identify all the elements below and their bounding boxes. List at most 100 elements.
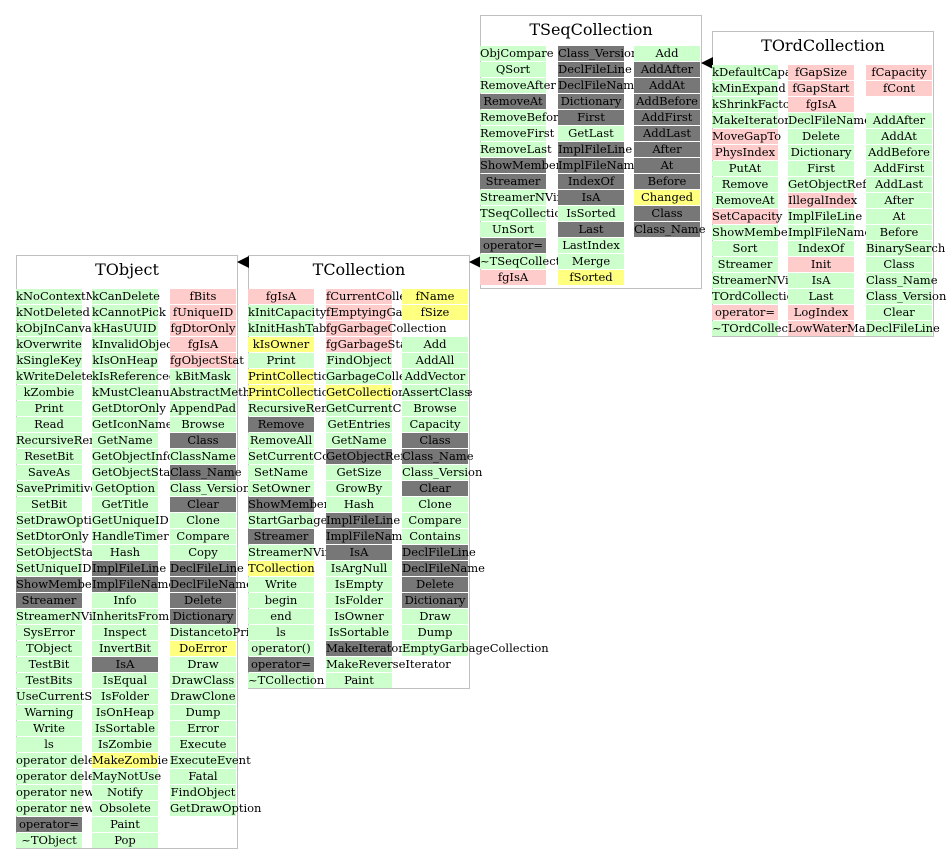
member-assertclass: AssertClass — [402, 385, 471, 400]
member-remove: Remove — [712, 177, 778, 192]
member-addafter: AddAfter — [634, 62, 700, 77]
member-drawclone: DrawClone — [170, 689, 236, 704]
member-physindex: PhysIndex — [712, 145, 778, 160]
member-makeiterator: MakeIterator — [326, 641, 404, 656]
member-inspect: Inspect — [92, 625, 158, 640]
member-maynotuse: MayNotUse — [92, 769, 162, 784]
member-abstractmethod: AbstractMethod — [170, 385, 265, 400]
member-tseqcollection: TSeqCollection — [480, 206, 569, 221]
member-implfileline: ImplFileLine — [558, 142, 633, 157]
member-removeat: RemoveAt — [712, 193, 778, 208]
member-makezombie: MakeZombie — [92, 753, 169, 768]
member-issortable: IsSortable — [326, 625, 392, 640]
member-kinvalidobject: kInvalidObject — [92, 337, 178, 352]
member-setowner: SetOwner — [248, 481, 314, 496]
member-at: At — [866, 209, 932, 224]
member-drawclass: DrawClass — [170, 673, 236, 688]
member-kbitmask: kBitMask — [170, 369, 236, 384]
member-spacer — [402, 321, 468, 336]
member-class-version: Class_Version — [402, 465, 483, 480]
member-setcapacity: SetCapacity — [712, 209, 783, 224]
inherits-arrow-icon — [469, 256, 481, 268]
member-implfilename: ImplFileName — [92, 577, 176, 592]
member-dump: Dump — [402, 625, 468, 640]
member-fname: fName — [402, 289, 468, 304]
member-operator-new: operator new — [16, 785, 95, 800]
member-fgisa: fgIsA — [788, 97, 854, 112]
member-class-version: Class_Version — [558, 46, 639, 61]
member-indexof: IndexOf — [558, 174, 624, 189]
member-streamernvirtual: StreamerNVirtual — [248, 545, 353, 560]
member-merge: Merge — [558, 254, 624, 269]
member--tordcollection: ~TOrdCollection — [712, 321, 811, 336]
member-showmembers: ShowMembers — [248, 497, 336, 512]
member-notify: Notify — [92, 785, 158, 800]
member-getobjectref: GetObjectRef — [326, 449, 405, 464]
member-startgarbagecollection: StartGarbageCollection — [248, 513, 386, 528]
member-write: Write — [248, 577, 314, 592]
member-getlast: GetLast — [558, 126, 624, 141]
member-distancetoprimitive: DistancetoPrimitive — [170, 625, 286, 640]
member-getoption: GetOption — [92, 481, 158, 496]
class-title: TSeqCollection — [529, 20, 653, 39]
member-fgisa: fgIsA — [480, 270, 546, 285]
member-isowner: IsOwner — [326, 609, 392, 624]
member-getdrawoption: GetDrawOption — [170, 801, 262, 816]
member-showmembers: ShowMembers — [16, 577, 104, 592]
member-class-name: Class_Name — [634, 222, 706, 237]
member-warning: Warning — [16, 705, 82, 720]
member-getcollectionentryname: GetCollectionEntryName — [326, 385, 473, 400]
member-kwritedelete: kWriteDelete — [16, 369, 93, 384]
member-tcollection: TCollection — [248, 561, 315, 576]
member-implfilename: ImplFileName — [788, 225, 872, 240]
member-kshrinkfactor: kShrinkFactor — [712, 97, 796, 112]
member-operator-: operator= — [480, 238, 546, 253]
member-removebefore: RemoveBefore — [480, 110, 566, 125]
member-dictionary: Dictionary — [788, 145, 854, 160]
member-hash: Hash — [326, 497, 392, 512]
member-first: First — [558, 110, 624, 125]
member-resetbit: ResetBit — [16, 449, 82, 464]
member-write: Write — [16, 721, 82, 736]
member-issortable: IsSortable — [92, 721, 158, 736]
member-saveprimitive: SavePrimitive — [16, 481, 98, 496]
member-dictionary: Dictionary — [402, 593, 468, 608]
member-addlast: AddLast — [634, 126, 700, 141]
member-before: Before — [634, 174, 700, 189]
member-browse: Browse — [170, 417, 236, 432]
member-getname: GetName — [92, 433, 158, 448]
member-iszombie: IsZombie — [92, 737, 158, 752]
member-setdrawoption: SetDrawOption — [16, 513, 107, 528]
member-kinithashtablecapacity: kInitHashTableCapacity — [248, 321, 388, 336]
member-capacity: Capacity — [402, 417, 468, 432]
member-streamernvirtual: StreamerNVirtual — [712, 273, 817, 288]
member-operator-new-: operator new[] — [16, 801, 104, 816]
member-fsorted: fSorted — [558, 270, 624, 285]
member-appendpad: AppendPad — [170, 401, 237, 416]
member-print: Print — [16, 401, 82, 416]
member-movegapto: MoveGapTo — [712, 129, 782, 144]
member-add: Add — [402, 337, 468, 352]
member-makereverseiterator: MakeReverseIterator — [326, 657, 451, 672]
class-title: TCollection — [312, 260, 406, 279]
member-getname: GetName — [326, 433, 392, 448]
member-setbit: SetBit — [16, 497, 82, 512]
member-funiqueid: fUniqueID — [170, 305, 236, 320]
member-class: Class — [402, 433, 468, 448]
member-setname: SetName — [248, 465, 314, 480]
member-last: Last — [558, 222, 624, 237]
member-classname: ClassName — [170, 449, 236, 464]
member-clone: Clone — [402, 497, 468, 512]
member-clone: Clone — [170, 513, 236, 528]
member-class-name: Class_Name — [866, 273, 938, 288]
inherits-arrow-icon — [701, 57, 713, 69]
member-syserror: SysError — [16, 625, 82, 640]
member-invertbit: InvertBit — [92, 641, 158, 656]
member-inheritsfrom: InheritsFrom — [92, 609, 170, 624]
member-hash: Hash — [92, 545, 158, 560]
member-growby: GrowBy — [326, 481, 392, 496]
member-recursiveremove: RecursiveRemove — [16, 433, 121, 448]
member-fggarbagestack: fgGarbageStack — [326, 337, 421, 352]
member-streamernvirtual: StreamerNVirtual — [16, 609, 121, 624]
member-delete: Delete — [170, 593, 236, 608]
